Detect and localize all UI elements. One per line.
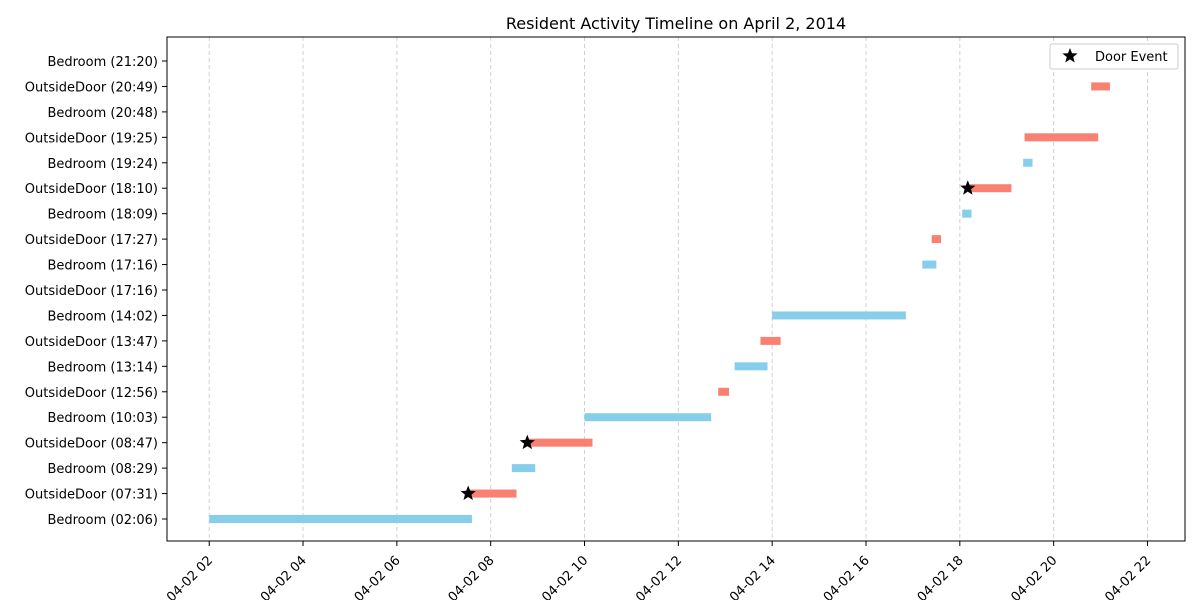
legend: Door Event — [1049, 43, 1179, 70]
activity-bar-bedroom — [584, 413, 712, 422]
activity-bar-outsidedoor — [967, 184, 1012, 193]
activity-bar-bedroom — [209, 515, 472, 523]
activity-bar-outsidedoor — [1091, 82, 1110, 91]
x-tick-label: 04-02 02 — [164, 553, 216, 600]
y-tick-label: Bedroom (18:09) — [47, 208, 158, 223]
door-event-marker — [960, 180, 976, 195]
x-tick-label: 04-02 04 — [258, 553, 310, 600]
y-tick-label: OutsideDoor (12:56) — [25, 386, 158, 401]
x-tick-label: 04-02 16 — [821, 553, 873, 600]
door-event-marker — [460, 485, 476, 501]
activity-bar-outsidedoor — [760, 336, 781, 345]
y-tick-label: Bedroom (20:48) — [47, 106, 158, 121]
y-tick-label: Bedroom (13:14) — [47, 360, 158, 375]
door-event-marker — [519, 434, 535, 450]
y-tick-label: Bedroom (14:02) — [47, 309, 158, 324]
plot-frame — [166, 36, 1186, 542]
door-event-markers — [460, 180, 976, 501]
y-tick-label: OutsideDoor (19:25) — [25, 131, 158, 146]
y-axis: Bedroom (02:06) OutsideDoor (07:31) Bedroo… — [25, 55, 167, 528]
y-tick-label: OutsideDoor (17:27) — [25, 233, 158, 248]
activity-bar-bedroom — [734, 362, 768, 371]
y-tick-label: Bedroom (17:16) — [47, 259, 158, 274]
x-tick-label: 04-02 12 — [633, 553, 685, 600]
y-tick-label: OutsideDoor (08:47) — [25, 437, 158, 452]
y-tick-label: Bedroom (08:29) — [47, 462, 158, 477]
y-tick-label: OutsideDoor (20:49) — [25, 80, 158, 95]
activity-bar-bedroom — [772, 311, 906, 320]
activity-bar-outsidedoor — [468, 489, 517, 498]
y-tick-label: Bedroom (10:03) — [47, 411, 158, 426]
x-axis: 04-02 02 04-02 04 04-02 06 04-02 08 04-02 10… — [164, 541, 1154, 600]
chart-title: Resident Activity Timeline on April 2, 2… — [506, 14, 846, 33]
activity-bar-outsidedoor — [1024, 133, 1099, 142]
activity-bar-bedroom — [1023, 158, 1033, 167]
star-icon — [1062, 48, 1078, 63]
activity-bars — [209, 82, 1110, 523]
y-tick-label: OutsideDoor (07:31) — [25, 488, 158, 503]
x-tick-label: 04-02 18 — [915, 553, 967, 600]
activity-bar-outsidedoor — [931, 235, 942, 244]
x-tick-label: 04-02 10 — [539, 553, 591, 600]
y-tick-label: OutsideDoor (17:16) — [25, 284, 158, 299]
x-tick-label: 04-02 08 — [446, 553, 498, 600]
activity-bar-bedroom — [962, 209, 972, 218]
legend-box — [1049, 43, 1179, 70]
y-tick-label: Bedroom (21:20) — [47, 55, 158, 70]
x-tick-label: 04-02 20 — [1009, 553, 1061, 600]
x-tick-label: 04-02 22 — [1102, 553, 1154, 600]
activity-bar-outsidedoor — [718, 387, 730, 396]
legend-label-door-event: Door Event — [1095, 50, 1168, 65]
y-tick-label: OutsideDoor (18:10) — [25, 182, 158, 197]
y-tick-label: Bedroom (19:24) — [47, 157, 158, 172]
activity-bar-bedroom — [922, 260, 937, 269]
y-tick-label: Bedroom (02:06) — [47, 513, 158, 528]
y-tick-label: OutsideDoor (13:47) — [25, 335, 158, 350]
x-tick-label: 04-02 14 — [727, 553, 779, 600]
x-tick-label: 04-02 06 — [352, 553, 404, 600]
activity-bar-outsidedoor — [527, 438, 593, 447]
activity-bar-bedroom — [511, 464, 536, 473]
grid-lines — [208, 37, 1148, 541]
